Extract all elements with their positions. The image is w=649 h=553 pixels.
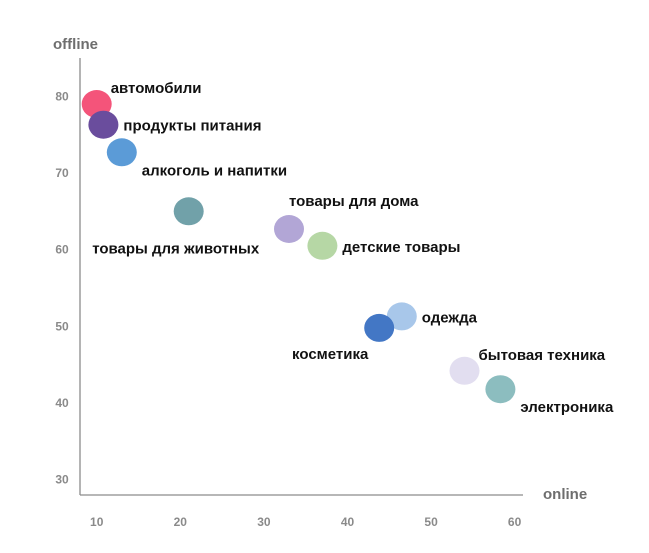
y-tick-label: 60 bbox=[55, 243, 69, 257]
x-tick-label: 30 bbox=[257, 515, 271, 529]
point-label: продукты питания bbox=[123, 118, 261, 135]
y-tick-label: 50 bbox=[55, 319, 69, 333]
data-point bbox=[386, 302, 417, 331]
tick-labels: 10 20 30 40 50 60 30 40 50 60 70 80 bbox=[55, 89, 521, 529]
point-labels: автомобили продукты питания алкоголь и нап… bbox=[92, 80, 614, 416]
data-point bbox=[106, 138, 137, 167]
point-label: косметика bbox=[292, 346, 369, 363]
data-point bbox=[173, 197, 204, 226]
point-label: бытовая техника bbox=[479, 347, 606, 364]
x-tick-label: 20 bbox=[174, 515, 188, 529]
y-axis-title: offline bbox=[53, 36, 98, 53]
data-point bbox=[449, 356, 480, 385]
x-tick-label: 40 bbox=[341, 515, 355, 529]
x-tick-label: 50 bbox=[424, 515, 438, 529]
data-point bbox=[364, 313, 395, 342]
point-label: автомобили bbox=[111, 80, 202, 97]
data-point bbox=[485, 375, 516, 404]
point-label: детские товары bbox=[342, 239, 460, 256]
data-point bbox=[274, 215, 304, 243]
data-point bbox=[88, 110, 119, 139]
point-label: одежда bbox=[422, 309, 478, 326]
x-tick-label: 10 bbox=[90, 515, 104, 529]
data-points bbox=[81, 90, 516, 404]
point-label: товары для животных bbox=[92, 240, 260, 257]
point-label: электроника bbox=[520, 399, 614, 416]
y-tick-label: 30 bbox=[55, 473, 69, 487]
y-tick-label: 80 bbox=[55, 89, 69, 103]
y-tick-label: 70 bbox=[55, 166, 69, 180]
x-tick-label: 60 bbox=[508, 515, 522, 529]
y-tick-label: 40 bbox=[55, 396, 69, 410]
point-label: товары для дома bbox=[289, 193, 419, 210]
x-axis-title: online bbox=[543, 486, 587, 503]
data-point bbox=[307, 231, 338, 260]
point-label: алкоголь и напитки bbox=[142, 162, 287, 179]
